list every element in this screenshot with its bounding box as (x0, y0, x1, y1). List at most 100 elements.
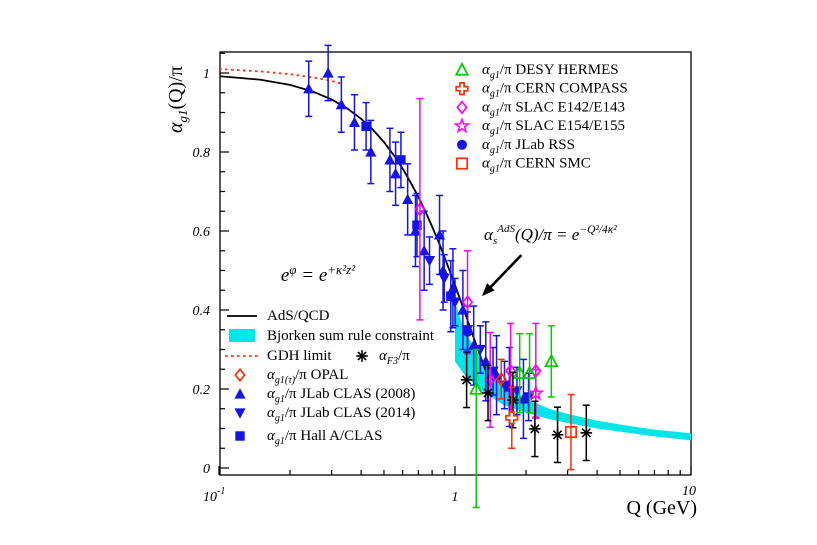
series-clas2008 (303, 44, 530, 440)
legend-top-row-hermes: αg1/π DESY HERMES (454, 61, 619, 81)
series-compass (505, 386, 519, 449)
legend-label: αg1/π CERN COMPASS (482, 81, 628, 100)
legend-label: AdS/QCD (267, 308, 330, 324)
legend-label: αg1/π CERN SMC (482, 156, 591, 175)
diamond-open-marker (234, 367, 246, 383)
error-bar (472, 348, 480, 509)
triangle-up-marker (402, 193, 414, 204)
square-marker (446, 291, 456, 301)
y-axis-ticks (220, 52, 229, 469)
triangle-up-marker (303, 83, 315, 94)
gdh-limit-curve (220, 68, 342, 85)
series-smc (564, 393, 578, 471)
star-open-marker (453, 117, 471, 134)
asterisk-marker (483, 388, 493, 398)
triangle-up-marker (365, 146, 377, 157)
error-bar (497, 358, 505, 400)
square-open-marker (455, 157, 469, 170)
ads-qcd-curve (220, 75, 487, 372)
triangle-up-marker (418, 244, 430, 256)
annotation-arrow (481, 254, 523, 297)
diamond-open-marker (495, 371, 507, 387)
diamond-open-marker (484, 372, 496, 388)
asterisk-marker (581, 428, 591, 438)
triangle-up-marker (234, 388, 246, 399)
square-marker (235, 431, 245, 441)
triangle-down-marker (234, 408, 246, 419)
legend-label: αg1/π JLab CLAS (2014) (267, 405, 415, 424)
triangle-open-marker (522, 365, 537, 379)
diamond-open-marker (414, 202, 426, 217)
x-tick-label: 10 (682, 484, 696, 499)
square-marker (361, 121, 371, 132)
legend-left: AdS/QCD Bjorken sum rule constraint GDH li… (225, 308, 435, 447)
legend-left-row-clas2008: αg1/π JLab CLAS (2008) (234, 386, 415, 405)
x-tick-label: 10-1 (203, 486, 225, 505)
triangle-open-marker (512, 365, 527, 379)
band-swatch (229, 329, 255, 342)
error-bar (567, 393, 575, 471)
triangle-down-marker (438, 273, 450, 285)
y-tick-label: 1 (203, 67, 210, 82)
legend-top-row-e142: αg1/π SLAC E142/E143 (456, 99, 625, 118)
triangle-up-marker (335, 98, 347, 110)
svg-text:αg1(Q)/π: αg1(Q)/π (165, 66, 190, 133)
x-tick-labels: 10-1 1 10 (203, 484, 696, 505)
legend-label: αg1/π SLAC E142/E143 (482, 99, 625, 118)
x-tick-label: 1 (452, 490, 459, 505)
formula-ads-coupling: αsAdS(Q)/π = e−Q²/4κ² (484, 223, 617, 247)
triangle-up-marker (517, 393, 530, 404)
square-marker (412, 220, 422, 230)
series-opal (495, 358, 507, 400)
triangle-up-marker (437, 264, 449, 276)
legend-left-row-band: Bjorken sum rule constraint (229, 328, 435, 344)
asterisk-marker (461, 375, 472, 385)
triangle-up-marker (348, 116, 361, 127)
triangle-up-marker (389, 167, 402, 179)
legend-label-extra: αF3/π (379, 348, 410, 367)
legend-label: Bjorken sum rule constraint (267, 328, 435, 344)
y-axis-label: αg1(Q)/π (165, 66, 190, 133)
cross-open-marker (505, 411, 519, 425)
triangle-open-marker (469, 380, 484, 395)
y-tick-labels: 0 0.2 0.4 0.6 0.8 1 (193, 67, 211, 477)
legend-top-row-smc: αg1/π CERN SMC (455, 156, 591, 175)
circle-marker (462, 326, 473, 337)
legend-label: αg1(τ)/π OPAL (267, 367, 348, 386)
y-tick-label: 0.6 (193, 225, 211, 240)
diamond-open-marker (456, 100, 468, 115)
arrow-head (481, 283, 495, 297)
diamond-open-marker (461, 294, 474, 310)
y-tick-label: 0.8 (193, 146, 211, 161)
triangle-open-marker (544, 353, 559, 367)
triangle-down-marker (474, 344, 486, 356)
legend-label: αg1/π DESY HERMES (482, 62, 619, 81)
diamond-open-marker (504, 363, 517, 378)
legend-left-row-halla: αg1/π Hall A/CLAS (235, 428, 382, 447)
star-open-marker (527, 384, 545, 401)
asterisk-marker (508, 395, 518, 405)
error-bar (516, 332, 524, 414)
error-bar (416, 97, 424, 321)
series-f3 (460, 351, 593, 464)
square-marker (396, 155, 406, 165)
legend-left-row-clas2014: αg1/π JLab CLAS (2014) (234, 405, 415, 424)
legend-label: αg1/π SLAC E154/E155 (482, 118, 625, 137)
series-rss (462, 311, 473, 353)
legend-label: αg1/π JLab RSS (482, 137, 575, 156)
asterisk-marker (552, 430, 563, 440)
error-bar (486, 331, 494, 429)
triangle-down-marker (522, 392, 535, 403)
legend-left-row-dashed: GDH limit αF3/π (225, 348, 410, 367)
error-bar (526, 332, 534, 414)
x-axis-label: Q (GeV) (626, 497, 697, 519)
circle-marker (457, 139, 467, 150)
bjorken-band (455, 302, 691, 441)
y-tick-label: 0 (203, 462, 210, 477)
triangle-down-marker (423, 256, 436, 267)
legend-top-row-rss: αg1/π JLab RSS (457, 137, 575, 156)
triangle-up-marker (322, 67, 334, 78)
legend-left-row-line: AdS/QCD (227, 308, 330, 324)
